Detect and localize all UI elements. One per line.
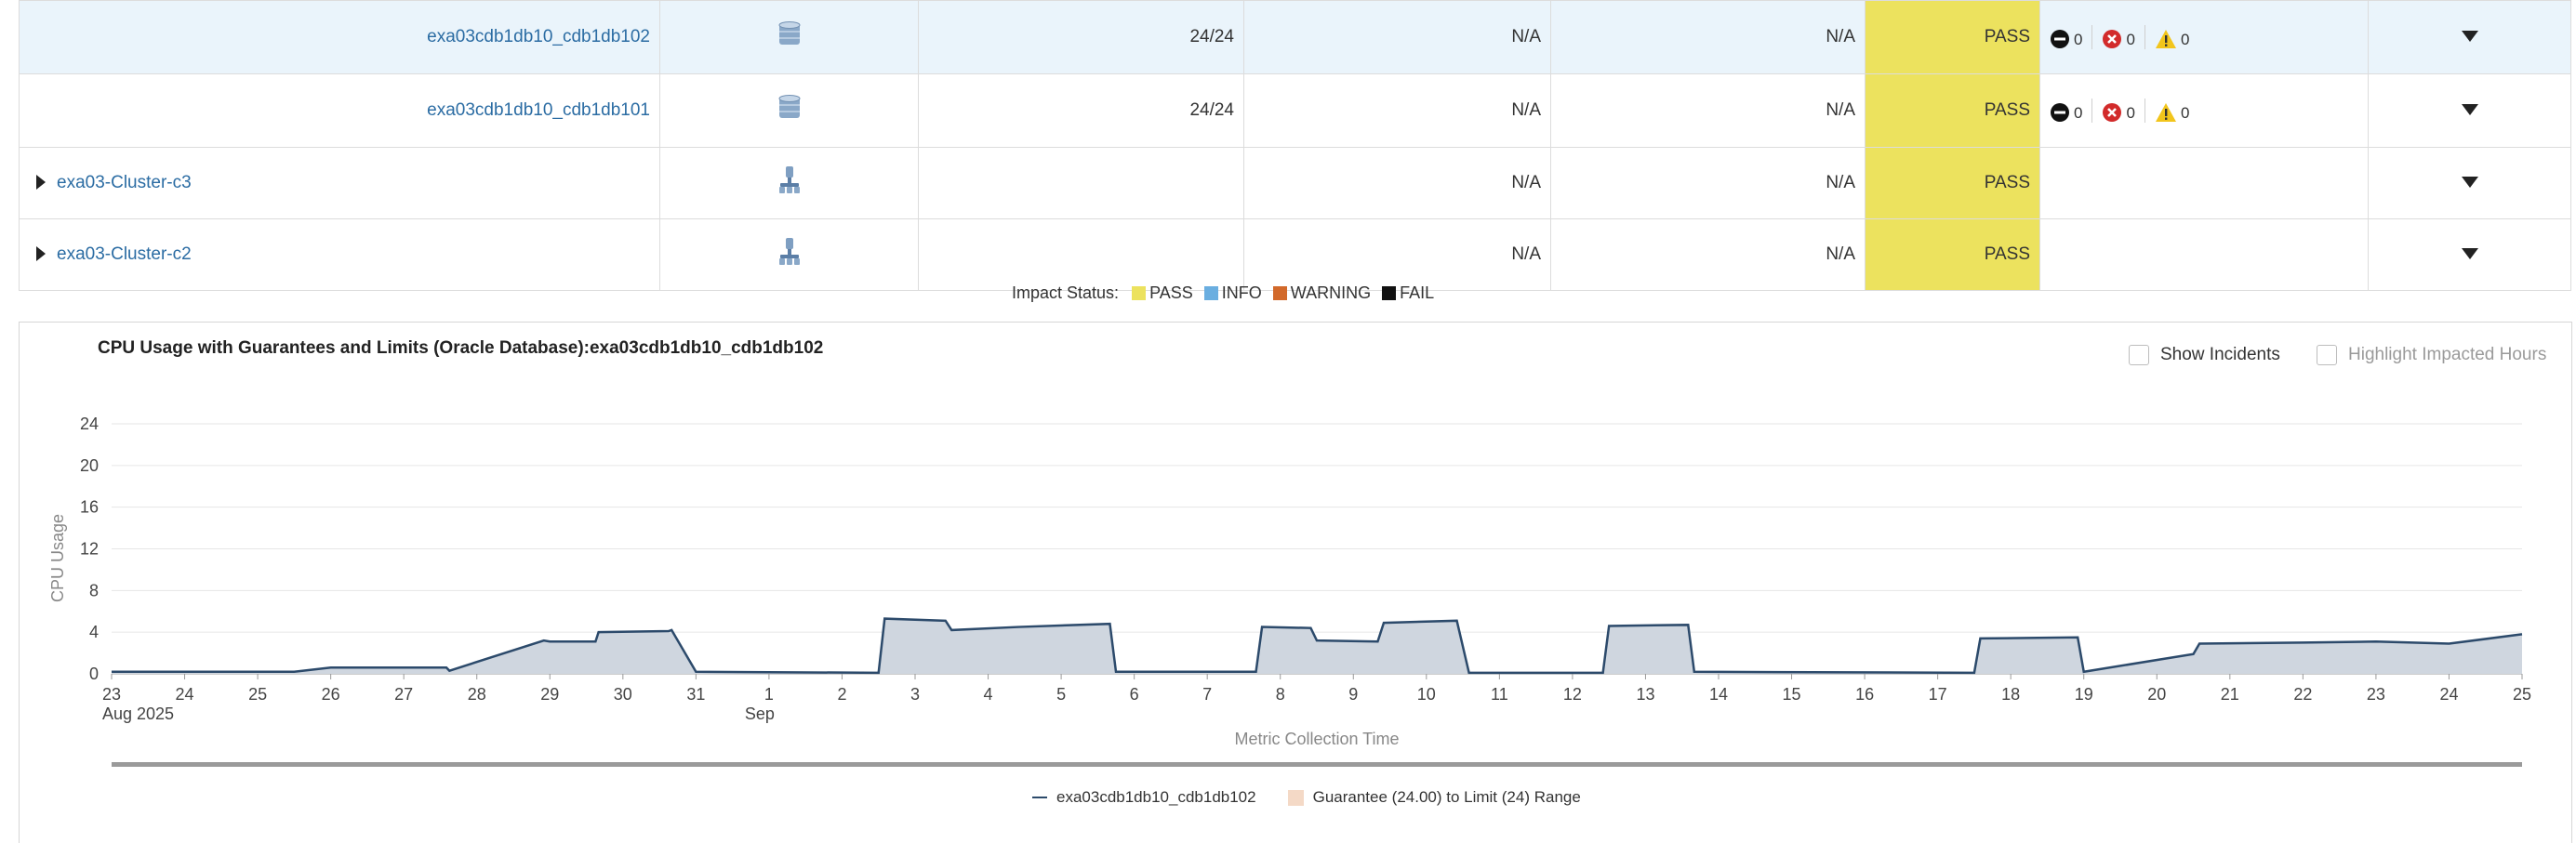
target-name-cell: exa03cdb1db10_cdb1db101 xyxy=(19,73,660,148)
database-icon xyxy=(778,21,800,45)
critical-count[interactable]: 0 xyxy=(2050,25,2093,49)
error-count[interactable]: 0 xyxy=(2092,99,2145,123)
incidents-cell xyxy=(2039,147,2369,219)
cpu-cell xyxy=(918,147,1244,219)
impact-legend-item: WARNING xyxy=(1268,283,1371,303)
highlight-impacted-hours-label: Highlight Impacted Hours xyxy=(2348,345,2547,364)
impact-status-cell: PASS xyxy=(1865,73,2040,148)
value-cell: N/A xyxy=(1550,147,1866,219)
legend-swatch xyxy=(1203,286,1218,300)
error-x-icon xyxy=(2103,30,2122,48)
incident-counts: 0 0 0 xyxy=(2050,25,2358,49)
value-cell: N/A xyxy=(1243,147,1551,219)
highlight-impacted-hours-checkbox[interactable]: Highlight Impacted Hours xyxy=(2317,345,2546,365)
warning-count[interactable]: 0 xyxy=(2145,99,2198,123)
legend-swatch xyxy=(1382,286,1397,300)
chart-legend: exa03cdb1db10_cdb1db102 Guarantee (24.00)… xyxy=(1032,788,1581,807)
row-actions-cell xyxy=(2368,73,2571,148)
show-incidents-checkbox[interactable]: Show Incidents xyxy=(2129,345,2280,365)
target-name-link[interactable]: exa03-Cluster-c3 xyxy=(57,173,192,192)
chart-title: CPU Usage with Guarantees and Limits (Or… xyxy=(98,338,824,358)
chart-legend-item[interactable]: Guarantee (24.00) to Limit (24) Range xyxy=(1287,788,1581,807)
table-row[interactable]: exa03-Cluster-c2 N/A N/A PASS xyxy=(19,218,2571,291)
impact-legend-item: PASS xyxy=(1126,283,1193,303)
expand-arrow-icon[interactable] xyxy=(36,246,46,261)
value-cell: N/A xyxy=(1243,73,1551,148)
value-cell: N/A xyxy=(1243,218,1551,291)
row-menu-caret-icon[interactable] xyxy=(2461,31,2478,42)
target-type-cell xyxy=(659,218,919,291)
cluster-icon xyxy=(778,238,800,265)
chart-legend-item[interactable]: exa03cdb1db10_cdb1db102 xyxy=(1032,788,1256,807)
checkbox-box[interactable] xyxy=(2129,345,2149,365)
error-count[interactable]: 0 xyxy=(2092,25,2145,49)
target-name-link[interactable]: exa03cdb1db10_cdb1db101 xyxy=(427,100,650,120)
row-menu-caret-icon[interactable] xyxy=(2461,248,2478,259)
legend-item-label: PASS xyxy=(1149,283,1193,302)
cpu-cell: 24/24 xyxy=(918,73,1244,148)
impact-legend-label: Impact Status: xyxy=(1012,283,1120,302)
target-name-link[interactable]: exa03-Cluster-c2 xyxy=(57,244,192,264)
error-x-icon xyxy=(2103,103,2122,122)
expand-arrow-icon[interactable] xyxy=(36,175,46,190)
critical-minus-icon xyxy=(2051,103,2069,122)
target-name-link[interactable]: exa03cdb1db10_cdb1db102 xyxy=(427,27,650,46)
value-cell: N/A xyxy=(1550,73,1866,148)
row-menu-caret-icon[interactable] xyxy=(2461,177,2478,188)
target-type-cell xyxy=(659,73,919,148)
show-incidents-label: Show Incidents xyxy=(2160,345,2280,364)
checkbox-box[interactable] xyxy=(2317,345,2337,365)
warning-count[interactable]: 0 xyxy=(2145,25,2198,49)
row-actions-cell xyxy=(2368,218,2571,291)
impact-legend-item: FAIL xyxy=(1376,283,1434,303)
legend-item-label: FAIL xyxy=(1400,283,1435,302)
impact-status-cell: PASS xyxy=(1865,0,2040,74)
legend-item-label: INFO xyxy=(1221,283,1262,302)
impact-status-cell: PASS xyxy=(1865,147,2040,219)
impact-legend-item: INFO xyxy=(1199,283,1262,303)
cpu-chart-panel: CPU Usage with Guarantees and Limits (Or… xyxy=(19,322,2572,843)
critical-minus-icon xyxy=(2051,30,2069,48)
cpu-cell xyxy=(918,218,1244,291)
legend-line-marker xyxy=(1032,797,1047,798)
table-row[interactable]: exa03cdb1db10_cdb1db101 24/24 N/A N/A PASS … xyxy=(19,73,2571,148)
target-type-cell xyxy=(659,0,919,74)
cpu-cell: 24/24 xyxy=(918,0,1244,74)
row-actions-cell xyxy=(2368,147,2571,219)
target-type-cell xyxy=(659,147,919,219)
chart-legend-label: Guarantee (24.00) to Limit (24) Range xyxy=(1312,788,1581,806)
value-cell: N/A xyxy=(1243,0,1551,74)
row-menu-caret-icon[interactable] xyxy=(2461,104,2478,115)
legend-item-label: WARNING xyxy=(1290,283,1372,302)
chart-legend-label: exa03cdb1db10_cdb1db102 xyxy=(1056,788,1256,806)
target-name-cell: exa03-Cluster-c3 xyxy=(19,147,660,219)
table-row[interactable]: exa03cdb1db10_cdb1db102 24/24 N/A N/A PASS … xyxy=(19,0,2571,74)
table-row[interactable]: exa03-Cluster-c3 N/A N/A PASS xyxy=(19,147,2571,219)
critical-count[interactable]: 0 xyxy=(2050,99,2093,123)
warning-triangle-icon xyxy=(2155,30,2176,48)
value-cell: N/A xyxy=(1550,0,1866,74)
targets-table: exa03cdb1db10_cdb1db102 24/24 N/A N/A PASS … xyxy=(19,0,2571,291)
incidents-cell: 0 0 0 xyxy=(2039,0,2369,74)
cluster-icon xyxy=(778,166,800,193)
incidents-cell xyxy=(2039,218,2369,291)
row-actions-cell xyxy=(2368,0,2571,74)
target-name-cell: exa03cdb1db10_cdb1db102 xyxy=(19,0,660,74)
warning-triangle-icon xyxy=(2155,103,2176,122)
database-icon xyxy=(778,95,800,118)
impact-status-cell: PASS xyxy=(1865,218,2040,291)
incidents-cell: 0 0 0 xyxy=(2039,73,2369,148)
impact-status-legend: Impact Status: PASS INFO WARNING FAIL xyxy=(1012,283,1434,303)
legend-swatch xyxy=(1272,286,1287,300)
legend-swatch xyxy=(1132,286,1147,300)
target-name-cell: exa03-Cluster-c2 xyxy=(19,218,660,291)
legend-area-marker xyxy=(1287,789,1304,806)
incident-counts: 0 0 0 xyxy=(2050,99,2358,123)
value-cell: N/A xyxy=(1550,218,1866,291)
